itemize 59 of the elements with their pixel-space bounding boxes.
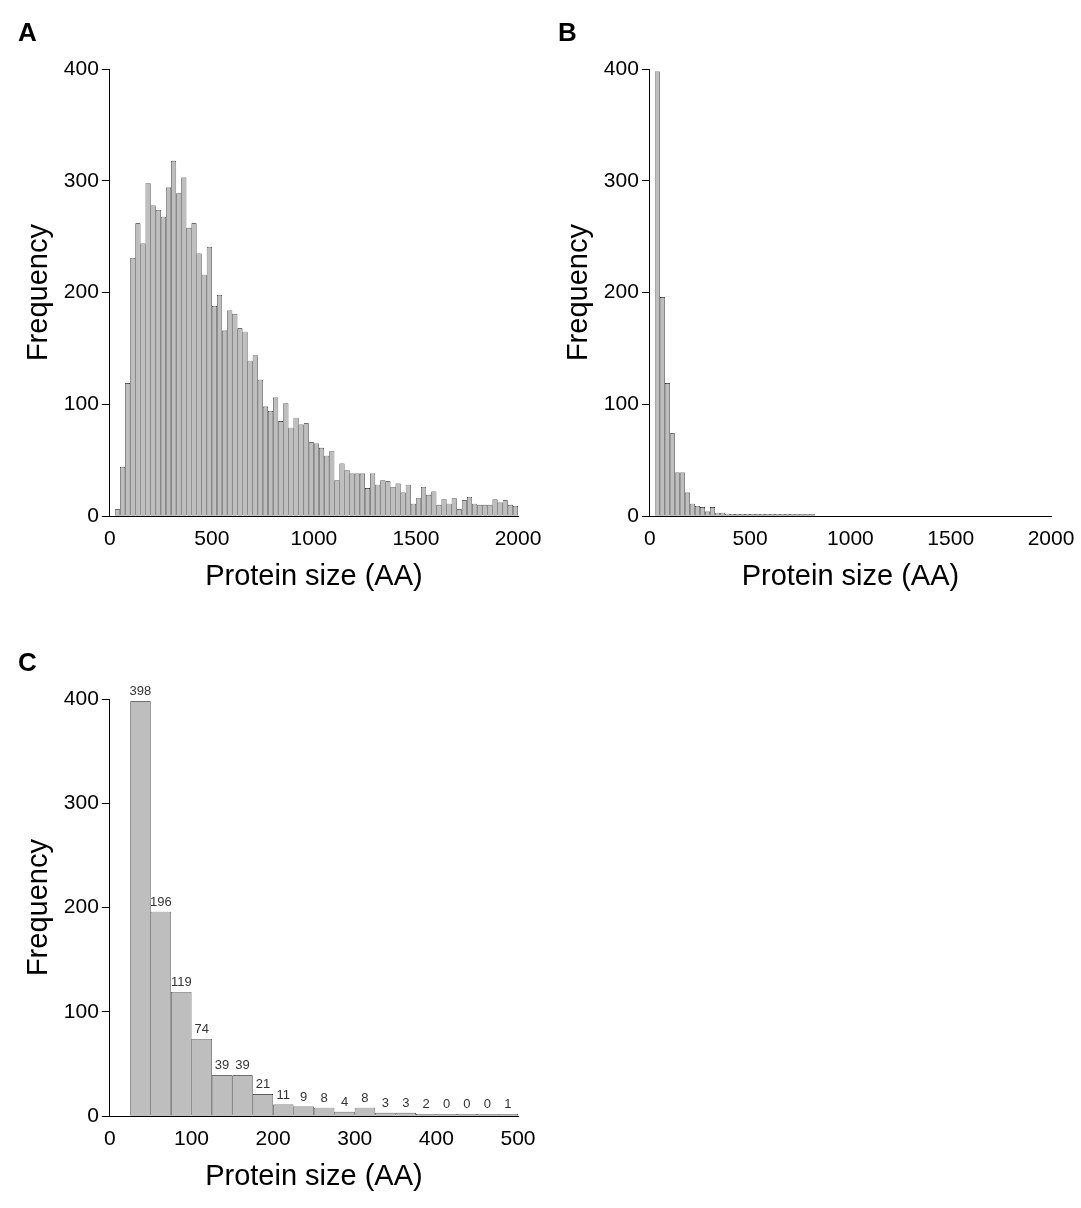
y-tick-label: 0 bbox=[627, 502, 639, 526]
y-tick-label: 200 bbox=[603, 279, 639, 303]
y-tick-label: 300 bbox=[63, 790, 99, 814]
y-tick-label: 400 bbox=[63, 686, 99, 709]
chart-title: B bbox=[558, 16, 577, 47]
data-label: 119 bbox=[170, 974, 192, 990]
y-tick-label: 300 bbox=[603, 167, 639, 191]
x-axis-title: Protein size (AA) bbox=[205, 1158, 423, 1191]
x-tick-label: 500 bbox=[500, 1126, 536, 1150]
y-axis-title: Frequency bbox=[561, 223, 594, 362]
data-label: 39 bbox=[214, 1057, 230, 1073]
data-label: 0 bbox=[463, 1096, 471, 1112]
data-label: 11 bbox=[276, 1086, 291, 1102]
data-label: 3 bbox=[381, 1094, 389, 1110]
data-label: 4 bbox=[340, 1093, 349, 1109]
data-label: 8 bbox=[320, 1089, 328, 1105]
y-tick-label: 200 bbox=[63, 894, 99, 918]
data-label: 196 bbox=[150, 893, 172, 909]
x-axis-title: Protein size (AA) bbox=[205, 558, 423, 591]
y-tick-label: 100 bbox=[603, 391, 639, 415]
data-label: 3 bbox=[402, 1094, 410, 1110]
x-tick-label: 300 bbox=[337, 1126, 373, 1150]
x-tick-label: 2000 bbox=[494, 526, 542, 550]
y-tick-label: 0 bbox=[87, 1102, 99, 1126]
y-tick-label: 100 bbox=[63, 998, 99, 1022]
data-label: 8 bbox=[361, 1089, 369, 1105]
y-axis-title: Frequency bbox=[21, 838, 54, 977]
x-tick-label: 0 bbox=[103, 1126, 116, 1150]
chart-title: C bbox=[18, 646, 37, 677]
y-tick-label: 100 bbox=[63, 391, 99, 415]
data-label: 1 bbox=[504, 1096, 512, 1112]
x-tick-label: 1500 bbox=[927, 526, 975, 550]
x-tick-label: 1500 bbox=[392, 526, 440, 550]
x-tick-label: 500 bbox=[732, 526, 768, 550]
data-label: 74 bbox=[194, 1020, 209, 1036]
x-tick-label: 1000 bbox=[827, 526, 874, 550]
x-tick-label: 100 bbox=[173, 1126, 209, 1150]
x-tick-label: 2000 bbox=[1027, 526, 1075, 550]
data-label: 9 bbox=[300, 1088, 308, 1104]
y-tick-label: 400 bbox=[63, 56, 99, 79]
x-tick-label: 400 bbox=[418, 1126, 454, 1150]
x-tick-label: 1000 bbox=[290, 526, 338, 550]
data-label: 0 bbox=[483, 1096, 492, 1112]
y-axis-title: Frequency bbox=[21, 223, 54, 362]
y-tick-label: 0 bbox=[87, 502, 99, 526]
x-tick-label: 200 bbox=[255, 1126, 291, 1150]
y-tick-label: 200 bbox=[63, 279, 99, 303]
x-axis-title: Protein size (AA) bbox=[741, 558, 960, 591]
y-tick-label: 400 bbox=[603, 56, 639, 79]
data-label: 398 bbox=[129, 683, 152, 699]
x-tick-label: 0 bbox=[103, 526, 116, 550]
data-label: 2 bbox=[422, 1095, 430, 1111]
x-tick-label: 0 bbox=[643, 526, 656, 550]
data-label: 39 bbox=[235, 1057, 250, 1073]
x-tick-label: 500 bbox=[194, 526, 230, 550]
chart-title: A bbox=[18, 16, 37, 47]
y-tick-label: 300 bbox=[63, 167, 99, 191]
data-label: 0 bbox=[442, 1096, 451, 1112]
data-label: 21 bbox=[255, 1076, 271, 1092]
